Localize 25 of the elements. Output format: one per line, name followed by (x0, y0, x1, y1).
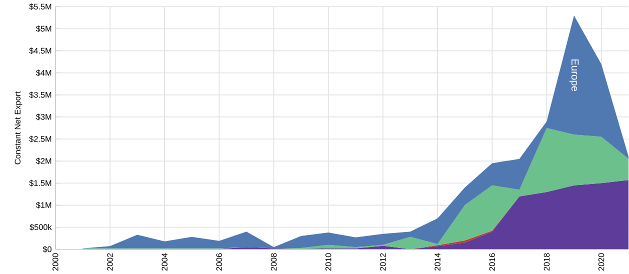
y-tick-label: $5M (36, 25, 52, 32)
y-tick-label: $2.5M (29, 136, 52, 142)
x-tick-label: 2012 (380, 253, 386, 270)
y-tick-label: $500k (30, 224, 52, 230)
x-tick-label: 2000 (52, 252, 58, 270)
y-tick-label: $0 (42, 246, 52, 252)
y-tick-label: $3.5M (29, 91, 52, 98)
y-axis-title: Constant Net Export (14, 91, 22, 164)
x-tick-label: 2016 (489, 253, 496, 270)
y-tick-label: $5.5M (29, 3, 52, 10)
x-tick-label: 2010 (325, 252, 332, 270)
x-tick-label: 2002 (107, 253, 113, 270)
series-label: Europe (569, 59, 579, 91)
x-tick-label: 2006 (216, 253, 222, 270)
y-tick-label: $4.5M (29, 47, 52, 54)
x-tick-label: 2008 (270, 253, 277, 270)
x-tick-label: 2018 (544, 253, 550, 270)
y-tick-label: $1M (36, 202, 52, 208)
x-tick-label: 2020 (598, 252, 604, 270)
y-tick-label: $4M (36, 69, 52, 76)
y-tick-label: $3M (36, 113, 52, 120)
x-tick-label: 2014 (434, 252, 440, 270)
y-tick-label: $1.5M (29, 180, 52, 186)
y-tick-label: $2M (36, 158, 52, 164)
x-tick-label: 2004 (162, 252, 168, 270)
